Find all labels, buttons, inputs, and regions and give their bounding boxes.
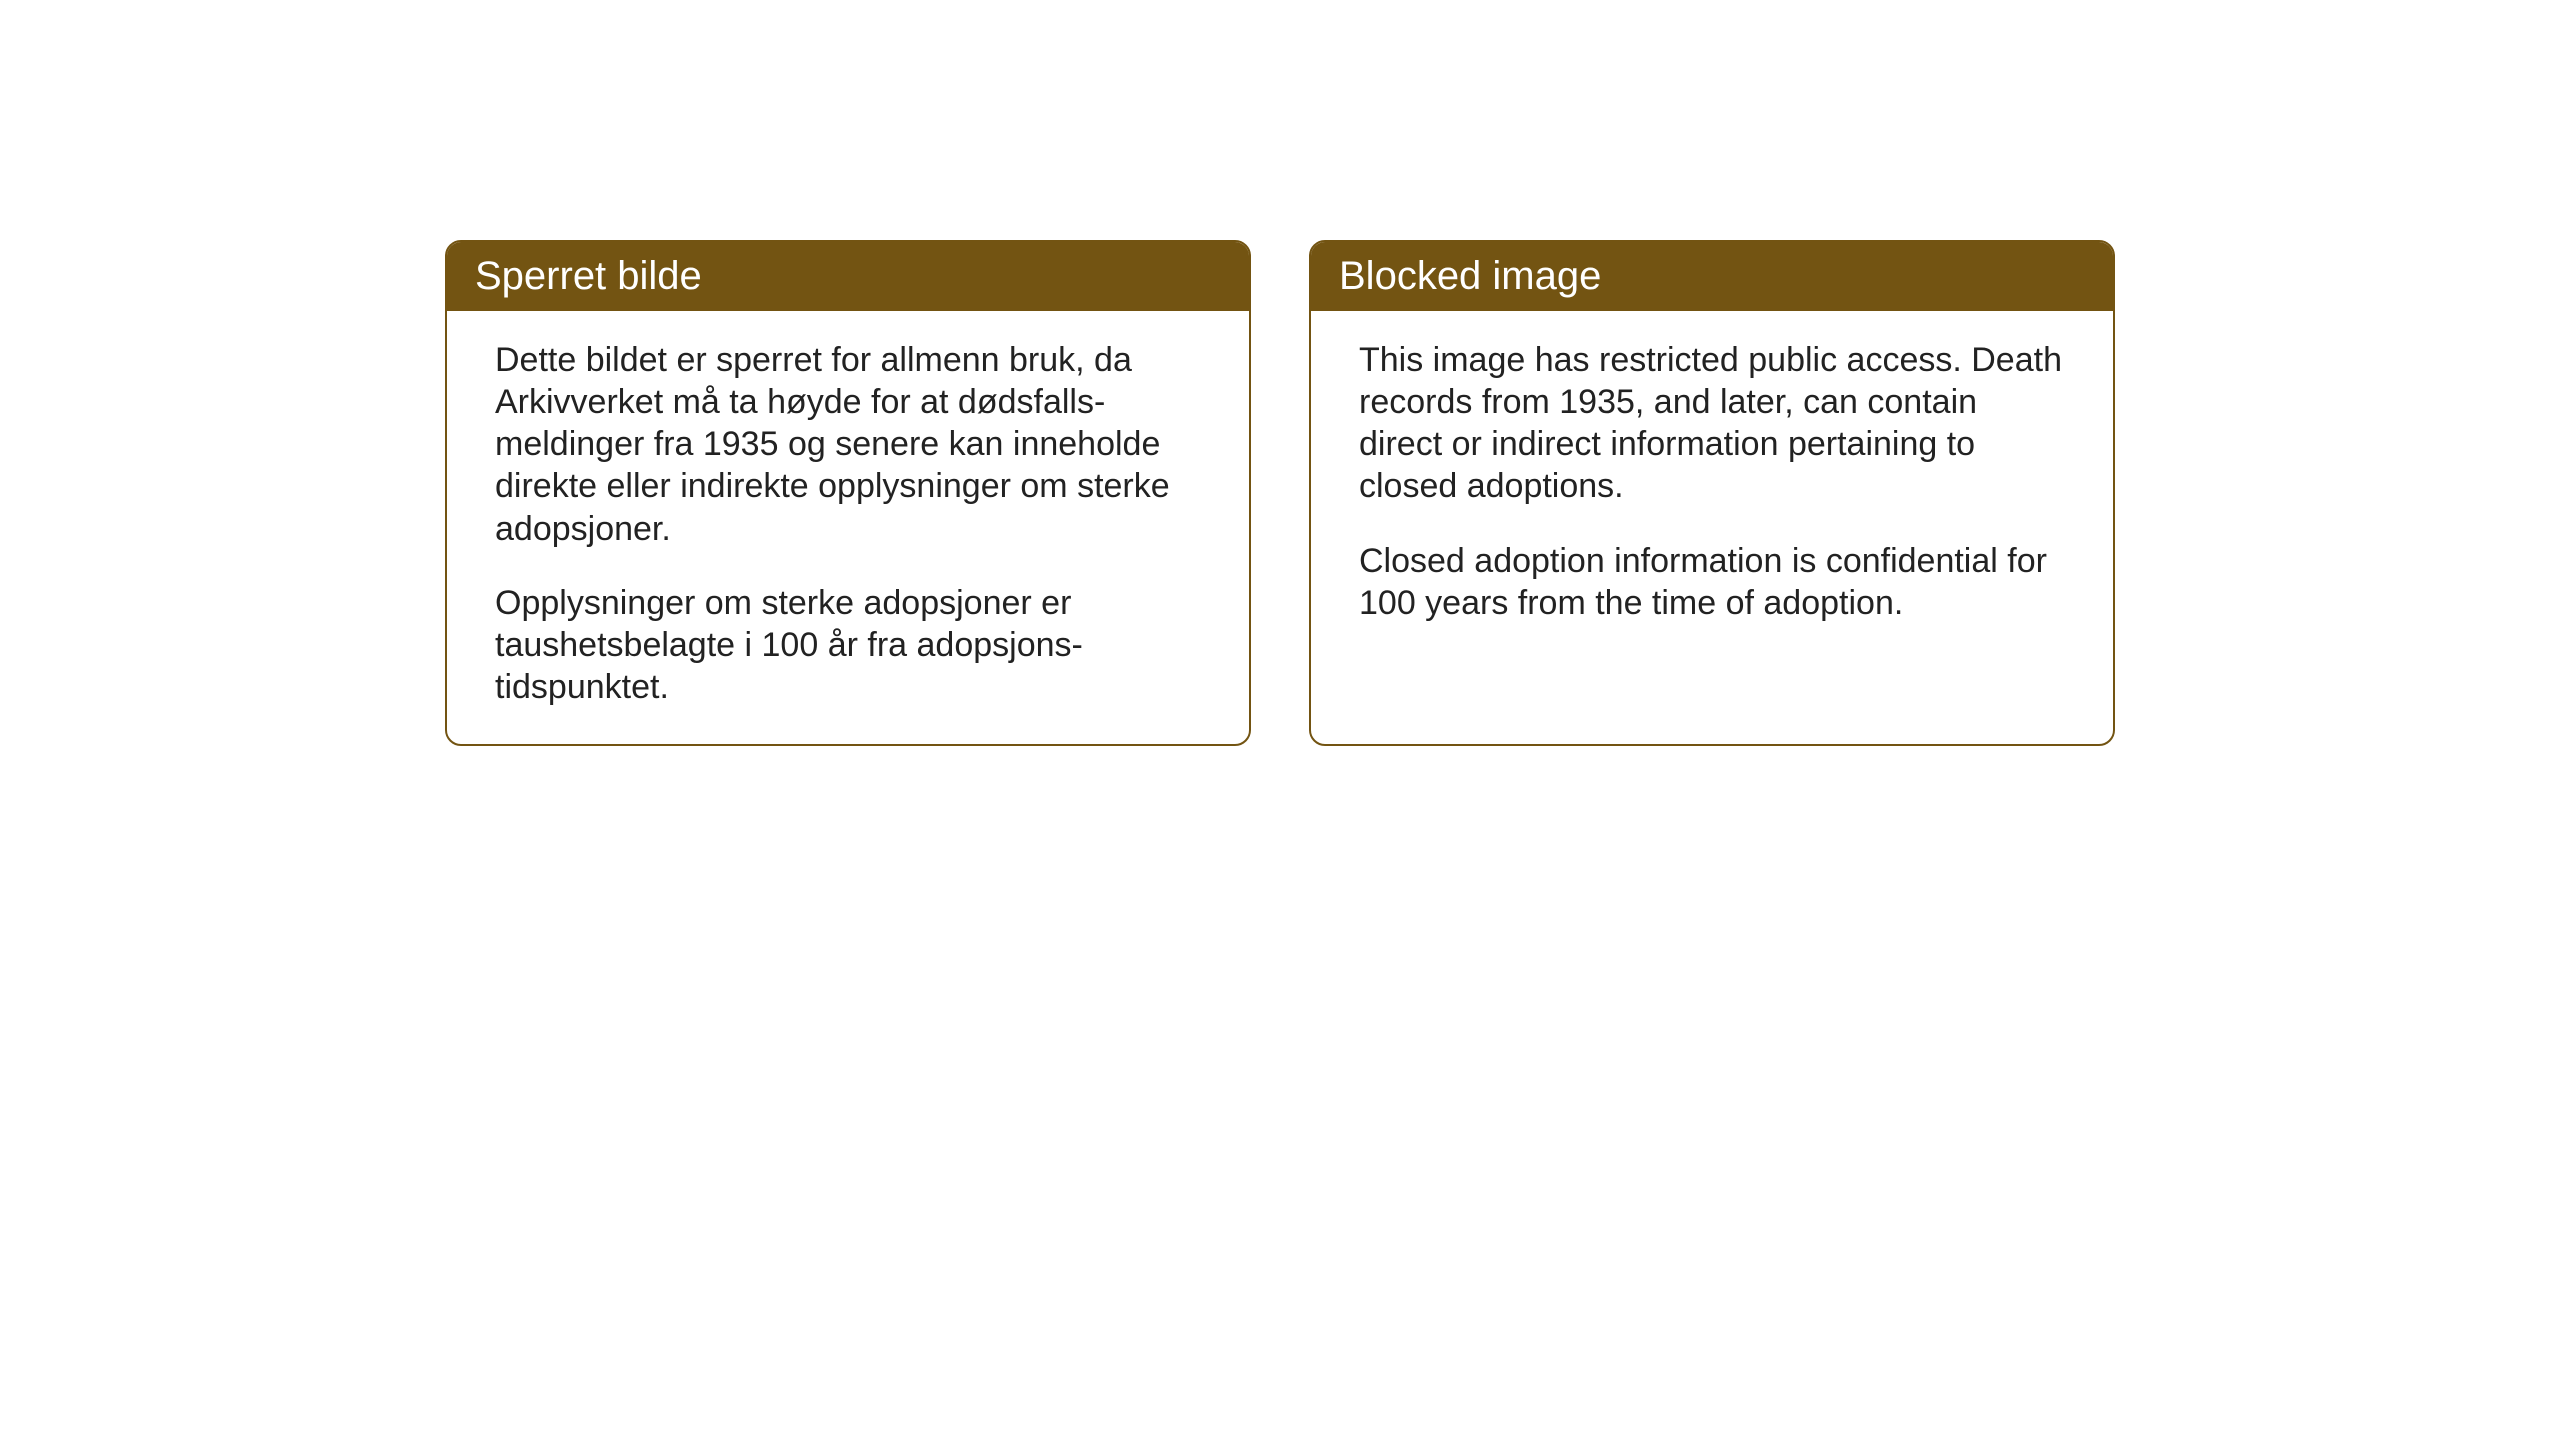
norwegian-card-body: Dette bildet er sperret for allmenn bruk… — [447, 311, 1249, 744]
notice-cards-container: Sperret bilde Dette bildet er sperret fo… — [445, 240, 2115, 746]
english-notice-card: Blocked image This image has restricted … — [1309, 240, 2115, 746]
english-paragraph-2: Closed adoption information is confident… — [1359, 540, 2065, 624]
english-paragraph-1: This image has restricted public access.… — [1359, 339, 2065, 508]
norwegian-paragraph-1: Dette bildet er sperret for allmenn bruk… — [495, 339, 1201, 550]
norwegian-notice-card: Sperret bilde Dette bildet er sperret fo… — [445, 240, 1251, 746]
english-card-body: This image has restricted public access.… — [1311, 311, 2113, 660]
norwegian-card-title: Sperret bilde — [447, 242, 1249, 311]
english-card-title: Blocked image — [1311, 242, 2113, 311]
norwegian-paragraph-2: Opplysninger om sterke adopsjoner er tau… — [495, 582, 1201, 708]
